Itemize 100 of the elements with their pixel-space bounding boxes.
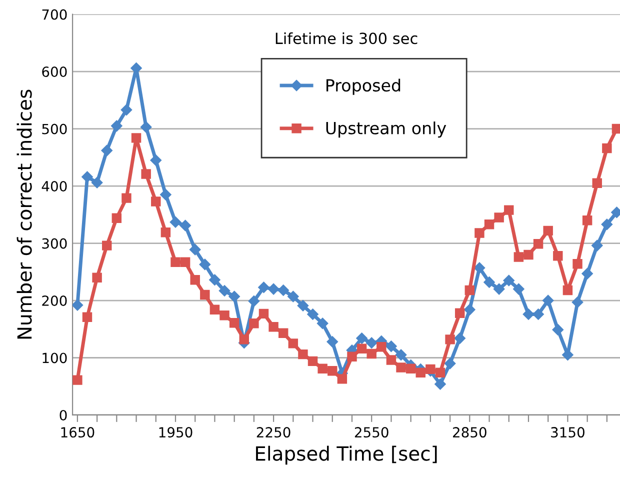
point <box>474 262 486 274</box>
x-tick-label: 2550 <box>354 427 388 438</box>
point <box>326 336 338 348</box>
point <box>131 133 142 143</box>
point <box>101 144 112 156</box>
point <box>288 338 298 348</box>
point <box>572 296 584 308</box>
point <box>268 322 278 332</box>
point <box>170 216 182 228</box>
point <box>72 375 82 385</box>
point <box>112 213 122 223</box>
point <box>553 251 563 261</box>
point <box>484 276 495 288</box>
point <box>180 257 190 268</box>
point <box>249 318 259 328</box>
point <box>484 220 494 230</box>
annotation: Lifetime is 300 sec <box>276 32 418 44</box>
point <box>122 193 132 203</box>
point <box>220 310 230 320</box>
point <box>376 342 386 352</box>
x-tick-label: 2850 <box>452 427 486 438</box>
point <box>386 355 396 365</box>
point <box>514 252 524 262</box>
point <box>533 238 544 249</box>
point <box>229 318 240 328</box>
point <box>572 259 582 269</box>
y-tick-label: 300 <box>42 238 67 249</box>
point <box>602 143 612 154</box>
point <box>307 308 318 320</box>
point <box>356 344 367 354</box>
point <box>395 349 407 360</box>
point <box>199 258 211 270</box>
point <box>318 364 328 374</box>
legend-label: Proposed <box>326 78 400 95</box>
point <box>91 176 103 188</box>
y-tick-label: 400 <box>42 181 67 192</box>
point <box>582 268 593 280</box>
point <box>160 189 172 200</box>
point <box>180 220 191 232</box>
point <box>542 294 554 306</box>
point <box>454 308 465 318</box>
point <box>298 349 308 360</box>
x-tick-label: 1950 <box>159 427 192 438</box>
point <box>140 121 152 133</box>
point <box>328 366 338 376</box>
point <box>347 352 357 362</box>
point <box>258 282 270 293</box>
point <box>464 304 476 316</box>
point <box>543 226 553 236</box>
point <box>82 171 93 182</box>
point <box>288 290 299 302</box>
point <box>366 348 376 359</box>
point <box>258 308 269 319</box>
point <box>524 250 534 260</box>
point <box>601 218 613 230</box>
point <box>386 340 397 352</box>
point <box>356 332 368 344</box>
x-tick-label: 3150 <box>551 427 584 438</box>
point <box>444 358 456 370</box>
point <box>102 240 112 250</box>
point <box>239 334 249 344</box>
point <box>190 275 200 285</box>
point <box>454 332 466 344</box>
point <box>82 312 92 322</box>
point <box>160 228 171 238</box>
point <box>308 356 318 366</box>
point <box>513 283 524 295</box>
point <box>297 300 309 312</box>
point <box>445 334 455 344</box>
point <box>426 364 436 374</box>
point <box>120 104 132 116</box>
y-tick-label: 0 <box>60 410 67 420</box>
x-tick-label: 2250 <box>256 427 290 438</box>
x-axis-title: Elapsed Time [sec] <box>256 446 437 465</box>
point <box>366 337 378 348</box>
point <box>582 216 592 226</box>
point <box>337 374 348 384</box>
y-tick-label: 100 <box>42 352 67 364</box>
y-tick-label: 500 <box>42 124 67 134</box>
y-tick-label: 200 <box>42 295 67 306</box>
point <box>92 272 102 282</box>
x-tick-label: 1650 <box>61 427 94 438</box>
legend-label: Upstream only <box>326 122 446 138</box>
point <box>435 368 446 378</box>
point <box>111 120 122 132</box>
point <box>278 284 289 296</box>
point <box>494 212 504 222</box>
point <box>170 257 180 268</box>
point <box>493 283 505 295</box>
point <box>592 240 603 252</box>
point <box>190 244 201 256</box>
point <box>278 328 288 338</box>
point <box>200 290 210 300</box>
point <box>592 178 602 188</box>
point <box>503 274 514 286</box>
point <box>562 285 573 296</box>
point <box>209 274 220 286</box>
point <box>532 308 544 320</box>
point <box>248 295 260 307</box>
point <box>72 299 84 311</box>
